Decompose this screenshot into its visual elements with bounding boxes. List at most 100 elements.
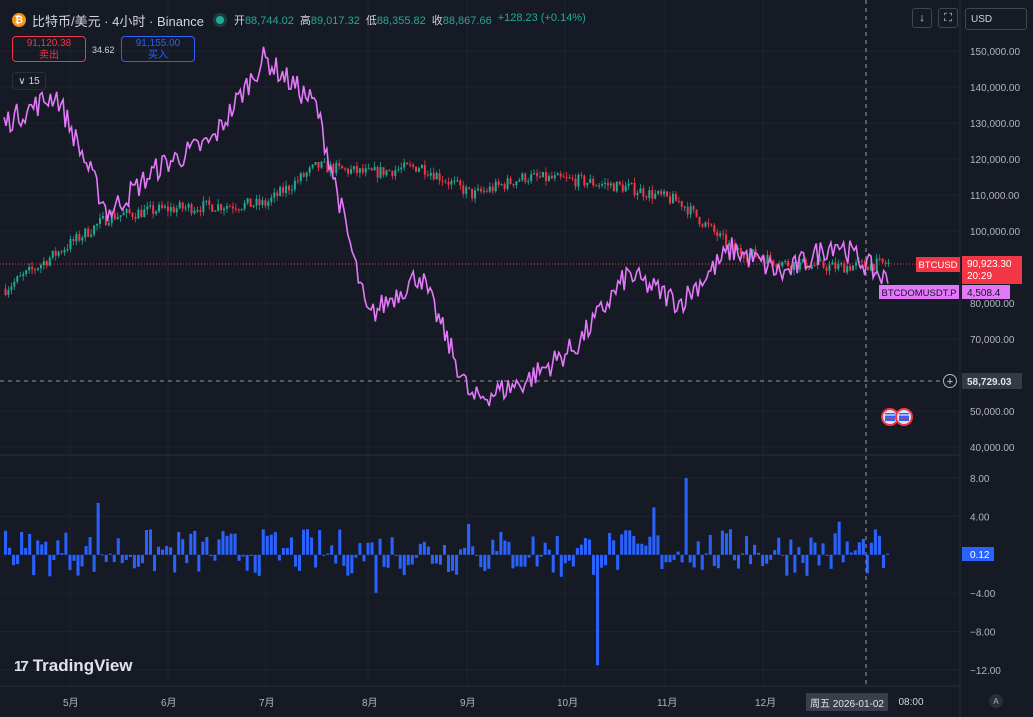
candle-body: [698, 216, 701, 225]
crosshair-time-label: 08:00: [898, 696, 924, 708]
sell-button[interactable]: 91,120.38 卖出: [12, 36, 86, 62]
arrow-down-button[interactable]: ↓: [912, 8, 932, 28]
histogram-bar: [724, 533, 728, 555]
candle-body: [326, 161, 329, 173]
symbol-title[interactable]: 比特币/美元 · 4小时 · Binance: [32, 13, 204, 29]
add-alert-icon[interactable]: [943, 374, 957, 388]
economic-events-icons[interactable]: [881, 408, 913, 426]
candle-body: [190, 204, 193, 214]
candle-body: [633, 182, 636, 196]
candle-body: [701, 224, 704, 227]
histogram-bar: [12, 554, 16, 566]
candle-body: [459, 180, 462, 186]
chevron-down-icon: ∨: [18, 75, 26, 87]
candle-body: [488, 186, 491, 192]
price-axis-tick-label: 140,000.00: [970, 83, 1020, 94]
candle-body: [34, 269, 37, 271]
candle-body: [305, 172, 308, 177]
candle-body: [441, 180, 444, 182]
candle-body: [550, 175, 553, 179]
candle-body: [367, 168, 370, 170]
candle-body: [801, 259, 804, 263]
candle-body: [668, 196, 671, 204]
histogram-bar: [861, 538, 865, 555]
candle-body: [403, 162, 406, 168]
candle-body: [93, 225, 96, 235]
candle-body: [276, 192, 279, 197]
candle-body: [270, 197, 273, 202]
candle-body: [621, 184, 624, 192]
ohlc-high: 高89,017.32: [299, 15, 360, 27]
histogram-bar: [414, 554, 418, 558]
histogram-bar: [555, 535, 559, 555]
candle-body: [302, 173, 305, 177]
sell-price: 91,120.38: [26, 38, 72, 49]
histogram-bar: [193, 530, 197, 555]
candle-body: [134, 216, 137, 219]
candle-body: [116, 217, 119, 220]
candle-body: [163, 206, 166, 208]
histogram-bar: [4, 530, 8, 555]
candle-body: [751, 249, 754, 254]
currency-select[interactable]: USD: [965, 8, 1027, 30]
histogram-bar: [632, 536, 636, 555]
price-axis-tick-label: 130,000.00: [970, 119, 1020, 130]
candle-body: [544, 172, 547, 181]
histogram-bar: [785, 554, 789, 576]
candle-body: [358, 168, 361, 173]
candle-body: [131, 212, 134, 217]
histogram-bar: [157, 546, 161, 555]
candle-body: [308, 167, 311, 173]
candle-body: [663, 191, 666, 195]
price-axis-labels: 150,000.00 140,000.00 130,000.00 120,000.00…: [970, 47, 1020, 454]
interval-toggle[interactable]: ∨ 15: [12, 72, 46, 90]
histogram-bar: [394, 554, 398, 556]
candle-body: [568, 177, 571, 179]
histogram-bar: [640, 543, 644, 555]
candle-body: [347, 168, 350, 174]
buy-button[interactable]: 91,155.00 买入: [121, 36, 195, 62]
candle-body: [51, 250, 54, 258]
candle-body: [22, 274, 25, 276]
histogram-bar: [44, 541, 48, 555]
histogram-bar: [88, 537, 92, 555]
candle-body: [397, 169, 400, 171]
candle-body: [704, 222, 707, 227]
histogram-bar: [624, 530, 628, 555]
histogram-bar: [664, 554, 668, 563]
candle-body: [648, 190, 651, 198]
candle-body: [571, 177, 574, 179]
auto-scale-button[interactable]: A: [989, 694, 1003, 708]
histogram-bar: [491, 539, 495, 555]
candle-body: [822, 260, 825, 268]
candle-body: [199, 210, 202, 213]
candle-body: [479, 188, 482, 192]
candle-body: [881, 258, 884, 263]
candle-body: [155, 211, 158, 214]
histogram-bar: [261, 529, 265, 555]
histogram-bar: [326, 553, 330, 555]
btcusd-marker-symbol: BTCUSD: [918, 260, 957, 271]
frame-button[interactable]: ⛶: [938, 8, 958, 28]
candle-body: [781, 261, 784, 266]
candle-body: [355, 166, 358, 173]
histogram-bar: [366, 542, 370, 555]
tradingview-logo[interactable]: 17 TradingView: [14, 656, 133, 676]
candle-body: [807, 268, 810, 270]
candle-body: [373, 166, 376, 171]
candle-body: [855, 262, 858, 266]
candle-body: [412, 164, 415, 167]
histogram-bar: [668, 554, 672, 563]
histogram-bar: [571, 554, 575, 567]
histogram-bar: [829, 554, 833, 569]
histogram-bar: [881, 554, 885, 568]
candle-body: [361, 168, 364, 173]
histogram-bar: [696, 541, 700, 555]
histogram-bar: [587, 539, 591, 555]
histogram-bar: [539, 554, 543, 557]
candle-body: [556, 173, 559, 176]
candle-body: [736, 248, 739, 251]
candle-body: [13, 281, 16, 287]
candle-body: [852, 265, 855, 271]
